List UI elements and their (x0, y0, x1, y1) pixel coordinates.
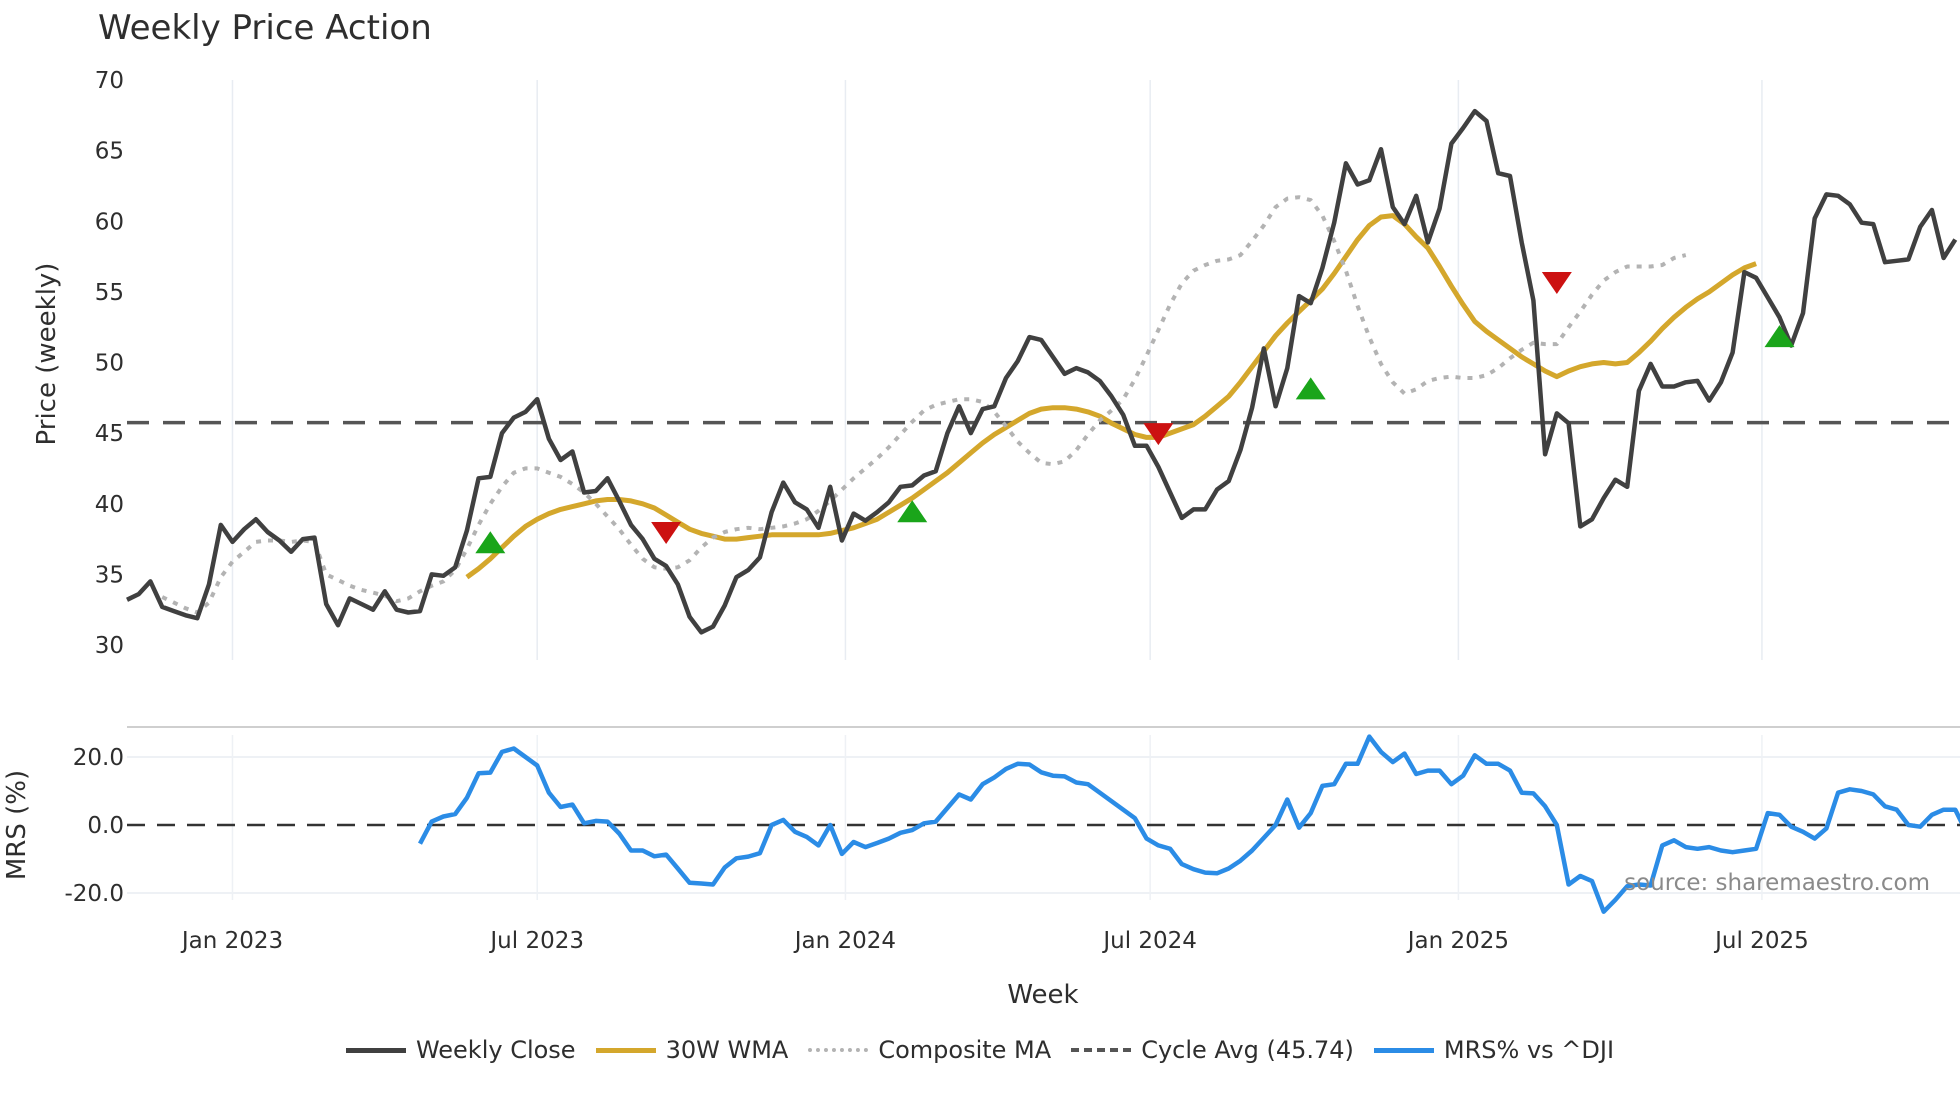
composite-ma-line (161, 195, 1687, 615)
buy-signal-triangle-up-icon (897, 500, 928, 523)
30w-wma-line (465, 213, 1757, 580)
legend-label: Composite MA (878, 1036, 1052, 1064)
legend-label: 30W WMA (665, 1036, 789, 1064)
chart-title: Weekly Price Action (98, 8, 432, 48)
mrs-y-tick-label: 0.0 (87, 813, 124, 839)
legend-label: Cycle Avg (45.74) (1141, 1036, 1354, 1064)
mrs-y-axis-ticks: -20.0 0.0 20.0 (64, 745, 1960, 907)
chart-legend: Weekly Close 30W WMA Composite MA Cycle Avg… (0, 1036, 1960, 1064)
mrs-y-tick-label: -20.0 (64, 881, 124, 907)
x-tick-label: Jul 2024 (1101, 928, 1197, 954)
price-series-lines (126, 108, 1958, 635)
price-y-tick-label: 40 (95, 492, 124, 518)
legend-swatch-icon (595, 1047, 656, 1053)
x-axis-title: Week (1007, 980, 1078, 1010)
legend-item: MRS% vs ^DJI (1373, 1036, 1615, 1064)
legend-swatch-icon (1071, 1048, 1132, 1052)
mrs-y-axis-title: MRS (%) (2, 770, 32, 880)
legend-swatch-icon (1373, 1047, 1434, 1053)
source-watermark: source: sharemaestro.com (1624, 870, 1930, 896)
buy-signal-triangle-up-icon (475, 531, 506, 554)
legend-item: Cycle Avg (45.74) (1071, 1036, 1354, 1064)
price-y-axis-title: Price (weekly) (32, 263, 62, 446)
price-y-tick-label: 50 (95, 351, 124, 377)
price-y-axis-ticks: 30 35 40 45 50 55 60 65 70 (95, 68, 124, 659)
vertical-gridlines (231, 80, 1763, 900)
mrs-y-tick-label: 20.0 (73, 745, 124, 771)
price-y-tick-label: 30 (95, 633, 124, 659)
x-tick-label: Jan 2024 (793, 928, 896, 954)
x-tick-label: Jan 2023 (180, 928, 283, 954)
legend-label: Weekly Close (415, 1036, 576, 1064)
x-tick-label: Jan 2025 (1406, 928, 1509, 954)
signal-markers (475, 271, 1795, 554)
sell-signal-triangle-down-icon (1143, 423, 1174, 446)
x-tick-label: Jul 2025 (1713, 928, 1809, 954)
price-y-tick-label: 55 (95, 280, 124, 306)
legend-swatch-icon (345, 1047, 406, 1053)
price-y-tick-label: 70 (95, 68, 124, 94)
legend-item: 30W WMA (595, 1036, 789, 1064)
mrs-vs-dji-line (418, 734, 1960, 914)
legend-swatch-icon (808, 1048, 869, 1052)
sell-signal-triangle-down-icon (1541, 271, 1572, 294)
legend-item: Weekly Close (345, 1036, 576, 1064)
mrs-series-line (418, 734, 1960, 914)
legend-item: Composite MA (808, 1036, 1051, 1064)
sell-signal-triangle-down-icon (651, 522, 682, 544)
price-y-tick-label: 65 (95, 139, 124, 165)
buy-signal-triangle-up-icon (1764, 325, 1795, 348)
legend-label: MRS% vs ^DJI (1443, 1036, 1615, 1064)
x-axis-ticks: Jan 2023 Jul 2023 Jan 2024 Jul 2024 Jan 2025… (180, 928, 1809, 954)
price-y-tick-label: 60 (95, 209, 124, 235)
weekly-close-line (126, 108, 1958, 635)
price-y-tick-label: 35 (95, 562, 124, 588)
x-tick-label: Jul 2023 (488, 928, 584, 954)
price-y-tick-label: 45 (95, 421, 124, 447)
buy-signal-triangle-up-icon (1295, 377, 1326, 400)
